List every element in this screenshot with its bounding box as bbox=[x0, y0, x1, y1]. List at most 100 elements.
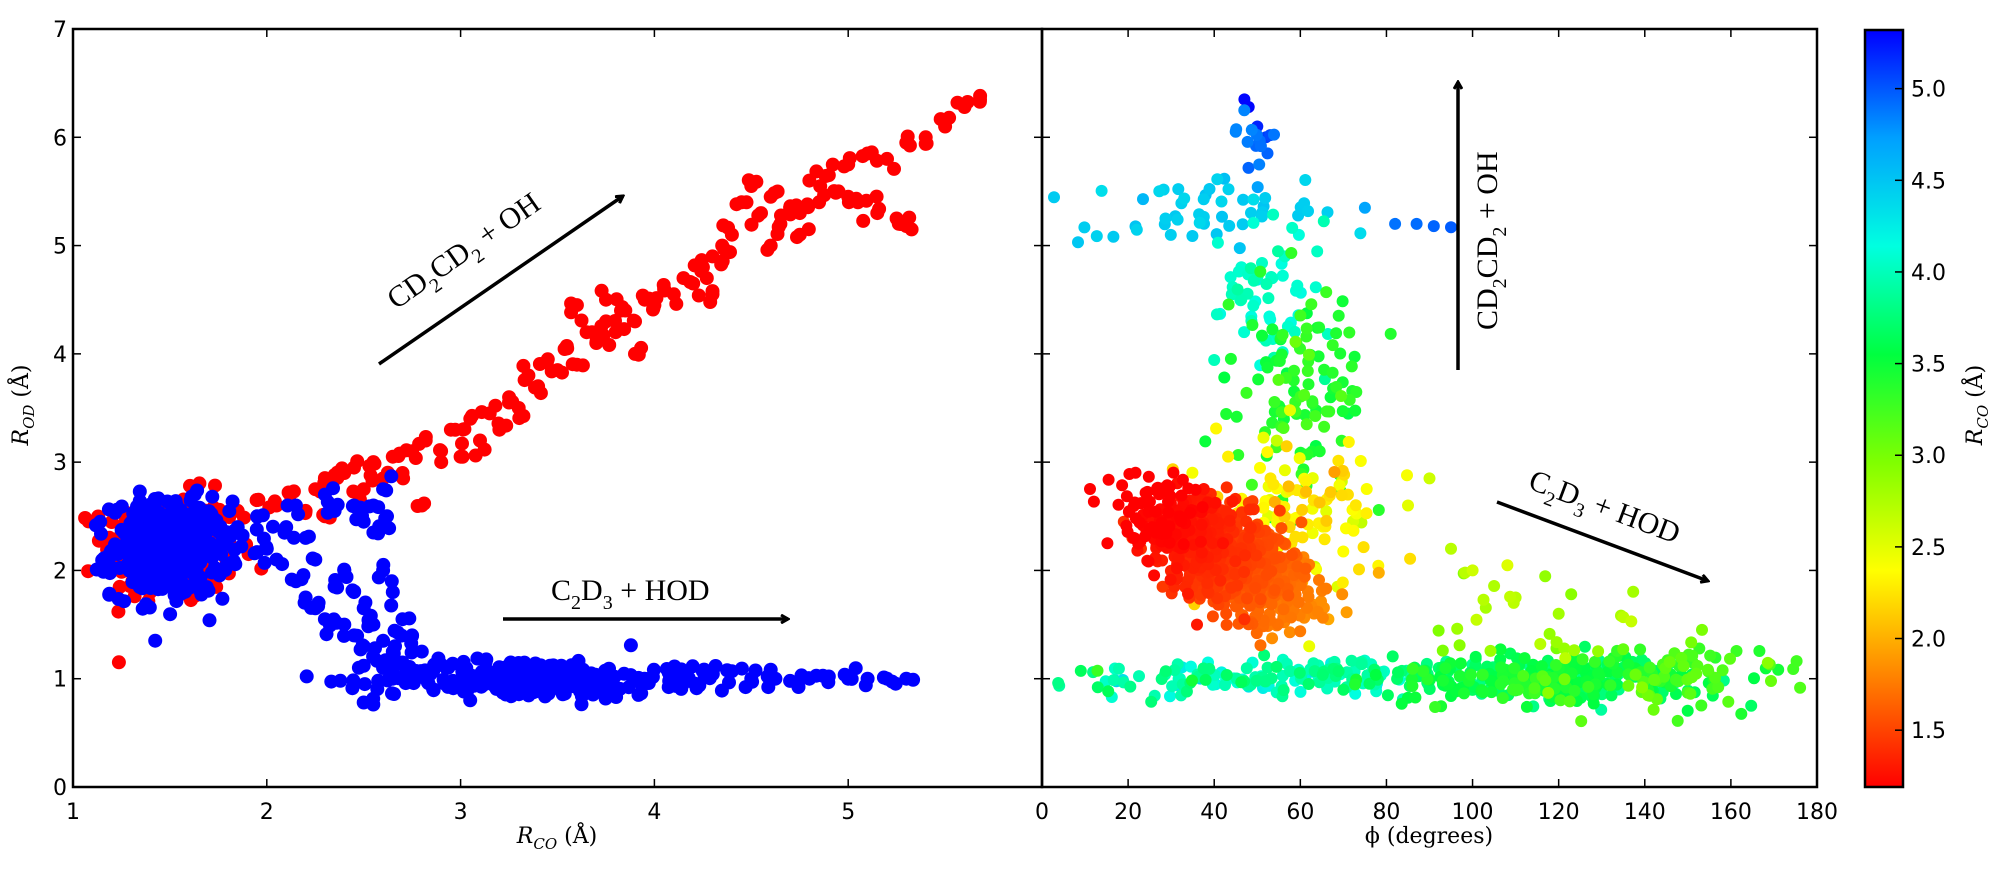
data-point bbox=[1332, 454, 1345, 467]
data-point bbox=[1124, 680, 1137, 693]
data-point bbox=[1384, 327, 1397, 340]
data-point bbox=[872, 201, 887, 216]
data-point bbox=[1112, 662, 1125, 675]
data-point bbox=[346, 673, 361, 688]
data-point bbox=[1318, 533, 1331, 546]
data-point bbox=[1409, 691, 1422, 704]
data-point bbox=[1262, 292, 1275, 305]
data-point bbox=[1189, 483, 1202, 496]
data-point bbox=[1091, 681, 1104, 694]
data-point bbox=[384, 598, 399, 613]
x-tick-label: 180 bbox=[1796, 800, 1838, 825]
data-point bbox=[320, 505, 335, 520]
data-point bbox=[479, 663, 494, 678]
data-point bbox=[1453, 669, 1466, 682]
data-point bbox=[1330, 381, 1343, 393]
data-point bbox=[1716, 664, 1729, 677]
data-point bbox=[1255, 210, 1268, 223]
data-point bbox=[1592, 666, 1605, 679]
data-point bbox=[1634, 643, 1647, 656]
data-point bbox=[1267, 208, 1280, 221]
data-point bbox=[1309, 281, 1322, 294]
data-point bbox=[1209, 496, 1222, 509]
data-point bbox=[1196, 501, 1209, 514]
data-point bbox=[617, 322, 632, 337]
data-point bbox=[1427, 220, 1440, 233]
data-point bbox=[215, 591, 230, 606]
data-point bbox=[631, 670, 646, 685]
data-point bbox=[1197, 662, 1210, 675]
data-point bbox=[1320, 514, 1333, 527]
right-lower-arrow bbox=[1496, 500, 1708, 581]
data-point bbox=[1543, 627, 1556, 640]
data-point bbox=[770, 227, 785, 241]
data-point bbox=[1177, 538, 1190, 551]
data-point bbox=[294, 572, 309, 587]
data-point bbox=[615, 300, 630, 315]
data-point bbox=[902, 138, 917, 153]
data-point bbox=[517, 373, 532, 388]
data-point bbox=[1245, 478, 1258, 491]
data-point bbox=[1336, 576, 1349, 589]
data-point bbox=[1550, 659, 1562, 671]
data-point bbox=[1298, 389, 1311, 401]
data-point bbox=[565, 357, 580, 372]
data-point bbox=[1277, 684, 1290, 697]
x-tick-label: 40 bbox=[1200, 800, 1228, 825]
data-point bbox=[386, 646, 401, 661]
data-point bbox=[1090, 230, 1103, 243]
data-point bbox=[1663, 656, 1676, 668]
data-point bbox=[1550, 636, 1563, 649]
data-point bbox=[1294, 309, 1307, 322]
data-point bbox=[1175, 515, 1188, 528]
data-point bbox=[1211, 173, 1224, 186]
data-point bbox=[408, 451, 423, 465]
y-tick-label: 3 bbox=[53, 451, 67, 476]
data-point bbox=[1647, 703, 1660, 716]
data-point bbox=[594, 283, 609, 298]
data-point bbox=[386, 657, 400, 672]
data-point bbox=[1381, 689, 1394, 702]
data-point bbox=[227, 542, 242, 557]
data-point bbox=[434, 455, 449, 470]
data-point bbox=[1353, 563, 1365, 576]
data-point bbox=[1696, 623, 1708, 636]
data-point bbox=[1542, 686, 1555, 699]
data-point bbox=[1142, 470, 1155, 483]
colorbar-label: RCO (Å) bbox=[1960, 365, 1992, 446]
data-point bbox=[256, 531, 271, 546]
data-point bbox=[1258, 649, 1271, 662]
data-point bbox=[691, 288, 706, 303]
data-point bbox=[1332, 665, 1345, 678]
colorbar bbox=[1863, 28, 1905, 789]
data-point bbox=[1264, 472, 1277, 485]
left-upper-arrow bbox=[378, 196, 623, 366]
data-point bbox=[1299, 174, 1312, 186]
data-point bbox=[402, 611, 417, 626]
data-point bbox=[1603, 655, 1616, 668]
data-point bbox=[210, 539, 225, 554]
data-point bbox=[1518, 652, 1531, 665]
data-point bbox=[111, 655, 126, 670]
data-point bbox=[1284, 404, 1296, 417]
data-point bbox=[1735, 707, 1748, 720]
data-point bbox=[1256, 329, 1268, 342]
data-point bbox=[1237, 193, 1250, 206]
data-point bbox=[286, 530, 301, 545]
data-point bbox=[1477, 593, 1490, 606]
data-point bbox=[1389, 217, 1402, 230]
data-point bbox=[479, 674, 494, 689]
data-point bbox=[1496, 692, 1509, 704]
data-point bbox=[1565, 588, 1578, 601]
data-point bbox=[1293, 666, 1306, 679]
data-point bbox=[670, 663, 685, 678]
y-tick-label: 5 bbox=[53, 235, 67, 260]
data-point bbox=[249, 493, 264, 508]
data-point bbox=[182, 564, 197, 579]
data-point bbox=[1159, 665, 1172, 678]
data-point bbox=[1302, 378, 1315, 391]
data-point bbox=[148, 524, 162, 539]
data-point bbox=[1622, 658, 1635, 671]
data-point bbox=[623, 638, 638, 653]
data-point bbox=[1617, 643, 1630, 656]
